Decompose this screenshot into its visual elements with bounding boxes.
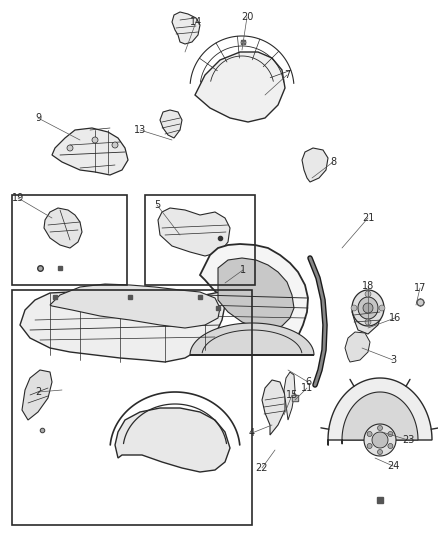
Bar <box>12 290 252 525</box>
Text: 16: 16 <box>389 313 401 323</box>
Polygon shape <box>20 292 225 362</box>
Polygon shape <box>388 432 393 437</box>
Polygon shape <box>302 148 328 182</box>
Polygon shape <box>345 332 370 362</box>
Text: 22: 22 <box>256 463 268 473</box>
Text: 14: 14 <box>190 17 202 27</box>
Bar <box>12 195 127 285</box>
Polygon shape <box>92 137 98 143</box>
Polygon shape <box>115 408 230 472</box>
Text: 7: 7 <box>284 70 290 80</box>
Polygon shape <box>160 110 182 138</box>
Text: 3: 3 <box>390 355 396 365</box>
Polygon shape <box>342 392 418 444</box>
Polygon shape <box>112 142 118 148</box>
Text: 5: 5 <box>154 200 160 210</box>
Polygon shape <box>364 424 396 456</box>
Text: 17: 17 <box>414 283 426 293</box>
Polygon shape <box>158 208 230 256</box>
Polygon shape <box>200 244 308 350</box>
Text: 21: 21 <box>362 213 374 223</box>
Polygon shape <box>328 378 432 446</box>
Polygon shape <box>352 290 384 326</box>
Polygon shape <box>67 145 73 151</box>
Polygon shape <box>50 284 220 328</box>
Text: 9: 9 <box>35 113 41 123</box>
Text: 20: 20 <box>241 12 253 22</box>
Text: 23: 23 <box>402 435 414 445</box>
Polygon shape <box>367 443 372 448</box>
Text: 15: 15 <box>286 390 298 400</box>
Polygon shape <box>218 258 294 330</box>
Polygon shape <box>262 380 285 435</box>
Text: 1: 1 <box>240 265 246 275</box>
Polygon shape <box>378 449 382 455</box>
Polygon shape <box>22 370 52 420</box>
Bar <box>145 195 255 285</box>
Polygon shape <box>365 319 371 325</box>
Polygon shape <box>44 208 82 248</box>
Text: 6: 6 <box>305 377 311 387</box>
Polygon shape <box>52 128 128 175</box>
Polygon shape <box>190 323 314 355</box>
Text: 24: 24 <box>387 461 399 471</box>
Text: 11: 11 <box>301 383 313 393</box>
Text: 19: 19 <box>12 193 24 203</box>
Polygon shape <box>284 372 295 420</box>
Text: 13: 13 <box>134 125 146 135</box>
Text: 4: 4 <box>249 428 255 438</box>
Polygon shape <box>352 295 382 334</box>
Text: 2: 2 <box>35 387 41 397</box>
Polygon shape <box>363 303 373 313</box>
Polygon shape <box>388 443 393 448</box>
Polygon shape <box>367 432 372 437</box>
Polygon shape <box>365 291 371 297</box>
Polygon shape <box>351 305 357 311</box>
Polygon shape <box>172 12 200 44</box>
Polygon shape <box>358 297 378 319</box>
Polygon shape <box>372 432 388 448</box>
Polygon shape <box>379 305 385 311</box>
Text: 18: 18 <box>362 281 374 291</box>
Polygon shape <box>195 52 285 122</box>
Polygon shape <box>378 425 382 431</box>
Text: 8: 8 <box>330 157 336 167</box>
